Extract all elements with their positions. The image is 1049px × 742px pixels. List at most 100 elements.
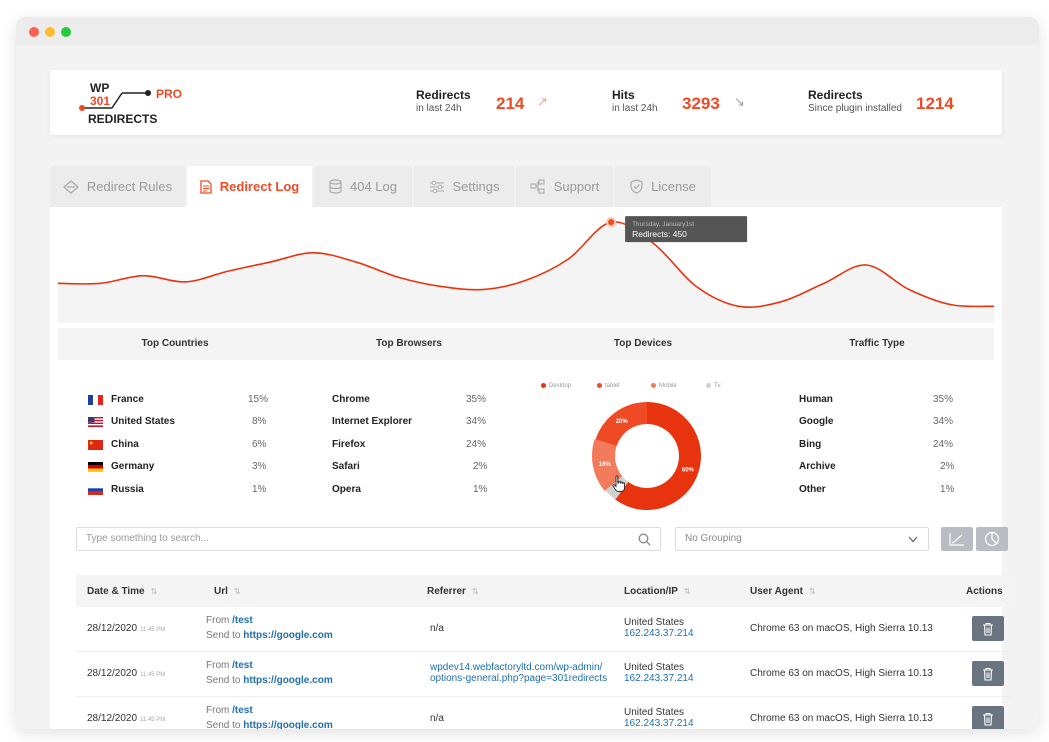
tab-label: Redirect Log — [219, 179, 300, 194]
row-location: United States 162.243.37.214 — [624, 707, 694, 729]
from-link[interactable]: /test — [232, 705, 253, 716]
delete-button[interactable] — [972, 661, 1004, 686]
stat-label: Hits — [612, 88, 635, 102]
grouping-value: No Grouping — [685, 533, 742, 544]
trash-icon — [983, 712, 993, 726]
trash-icon — [983, 622, 993, 636]
browser-name: Firefox — [332, 439, 366, 450]
diamond-arrows-icon — [62, 179, 79, 194]
tab-settings[interactable]: Settings — [414, 166, 514, 207]
flag-china-icon — [88, 440, 103, 450]
country-pct: 15% — [248, 394, 269, 405]
tab-support[interactable]: Support — [516, 166, 613, 207]
close-window-button[interactable] — [29, 27, 39, 37]
country-name: Germany — [111, 461, 155, 472]
plugin-logo: WP 301 PRO REDIRECTS — [79, 81, 182, 126]
browser-name: Internet Explorer — [332, 416, 413, 427]
country-row: Russia 1% — [111, 484, 266, 495]
top-browsers-heading: Top Browsers — [376, 338, 442, 349]
logo-301: 301 — [90, 94, 110, 108]
ip-link[interactable]: 162.243.37.214 — [624, 628, 694, 639]
stat-label: Redirects — [416, 88, 471, 102]
row-referrer: n/a — [430, 713, 444, 724]
tab-redirect-log[interactable]: Redirect Log — [187, 166, 312, 207]
from-link[interactable]: /test — [232, 660, 253, 671]
pie-chart-view-button[interactable] — [976, 527, 1008, 551]
line-chart-icon — [949, 533, 964, 546]
line-chart-view-button[interactable] — [941, 527, 973, 551]
minimize-window-button[interactable] — [45, 27, 55, 37]
tab-label: Redirect Rules — [86, 179, 173, 194]
flag-usa-icon — [88, 417, 103, 427]
ip-link[interactable]: 162.243.37.214 — [624, 673, 694, 684]
from-link[interactable]: /test — [232, 615, 253, 626]
database-icon — [329, 179, 342, 194]
traffic-name: Other — [799, 484, 826, 495]
donut-slice-mobile[interactable] — [592, 439, 623, 492]
country-row: United States 8% — [111, 416, 266, 427]
maximize-window-button[interactable] — [61, 27, 71, 37]
traffic-row: Bing 24% — [799, 439, 953, 450]
trend-up-icon: ↗ — [537, 94, 548, 109]
sort-icon: ⇅ — [471, 587, 479, 596]
country-row: China 6% — [111, 439, 266, 450]
trend-down-icon: ↘ — [734, 94, 745, 109]
send-link[interactable]: https://google.com — [243, 675, 333, 686]
country-pct: 3% — [252, 461, 267, 472]
referrer-link-2[interactable]: options-general.php?page=301redirects — [430, 673, 608, 684]
country-row: France 15% — [111, 394, 268, 405]
search-icon[interactable] — [638, 533, 651, 546]
delete-button[interactable] — [972, 706, 1004, 729]
ip-link[interactable]: 162.243.37.214 — [624, 718, 694, 729]
browser-row: Safari 2% — [332, 461, 487, 472]
stat-label: Redirects — [808, 88, 863, 102]
col-referrer[interactable]: Referrer ⇅ — [427, 586, 479, 597]
send-link[interactable]: https://google.com — [243, 630, 333, 641]
tab-label: Support — [553, 179, 600, 194]
browser-window: WP 301 PRO REDIRECTS Redirects in last 2… — [16, 17, 1039, 729]
col-url[interactable]: Url ⇅ — [214, 586, 241, 597]
country-row: Germany 3% — [111, 461, 266, 472]
tab-redirect-rules[interactable]: Redirect Rules — [50, 166, 185, 207]
donut-slice-desktop[interactable] — [615, 402, 701, 510]
delete-button[interactable] — [972, 616, 1004, 641]
hand-cursor-icon — [612, 475, 626, 492]
col-date[interactable]: Date & Time ⇅ — [87, 586, 158, 597]
table-row: 28/12/2020 11:45 PM From /test Send to ht… — [76, 697, 1012, 729]
send-link[interactable]: https://google.com — [243, 720, 333, 729]
top-countries-heading: Top Countries — [141, 338, 209, 349]
search-placeholder: Type something to search... — [86, 533, 209, 544]
browser-pct: 34% — [466, 416, 487, 427]
browser-pct: 24% — [466, 439, 487, 450]
stat-value: 214 — [496, 94, 525, 113]
flag-germany-icon — [88, 462, 103, 472]
browser-row: Opera 1% — [332, 484, 487, 495]
col-actions: Actions — [966, 586, 1003, 597]
devices-legend-mobile: Mobile — [651, 383, 677, 389]
sliders-icon — [429, 180, 444, 193]
traffic-type-heading: Traffic Type — [849, 338, 905, 349]
sort-icon: ⇅ — [150, 587, 158, 596]
devices-legend-tablet: tablet — [597, 383, 620, 389]
chevron-down-icon — [908, 536, 918, 543]
traffic-row: Google 34% — [799, 416, 953, 427]
devices-donut-chart: 60%4%16%20% — [592, 402, 701, 510]
referrer-link[interactable]: wpdev14.webfactoryltd.com/wp-admin/ — [430, 662, 603, 673]
col-user-agent[interactable]: User Agent ⇅ — [750, 586, 816, 597]
col-location[interactable]: Location/IP ⇅ — [624, 586, 691, 597]
country-pct: 1% — [252, 484, 267, 495]
row-date: 28/12/2020 11:45 PM — [87, 668, 166, 679]
redirect-log-panel: Thursday, January1st Redirects: 450 Top … — [50, 207, 1012, 729]
title-bar — [16, 17, 1039, 45]
browser-name: Safari — [332, 461, 360, 472]
tab-404-log[interactable]: 404 Log — [314, 166, 412, 207]
traffic-pct: 1% — [940, 484, 955, 495]
table-row: 28/12/2020 11:45 PM From /test Send to ht… — [76, 607, 1012, 652]
tab-license[interactable]: License — [615, 166, 711, 207]
chart-peak-point[interactable] — [606, 217, 617, 228]
search-input[interactable]: Type something to search... — [76, 527, 661, 551]
donut-slice-tablet[interactable] — [595, 402, 647, 447]
grouping-select[interactable]: No Grouping — [675, 527, 929, 551]
stat-sub: in last 24h — [612, 103, 658, 114]
tooltip-value: Redirects: 450 — [632, 229, 687, 239]
